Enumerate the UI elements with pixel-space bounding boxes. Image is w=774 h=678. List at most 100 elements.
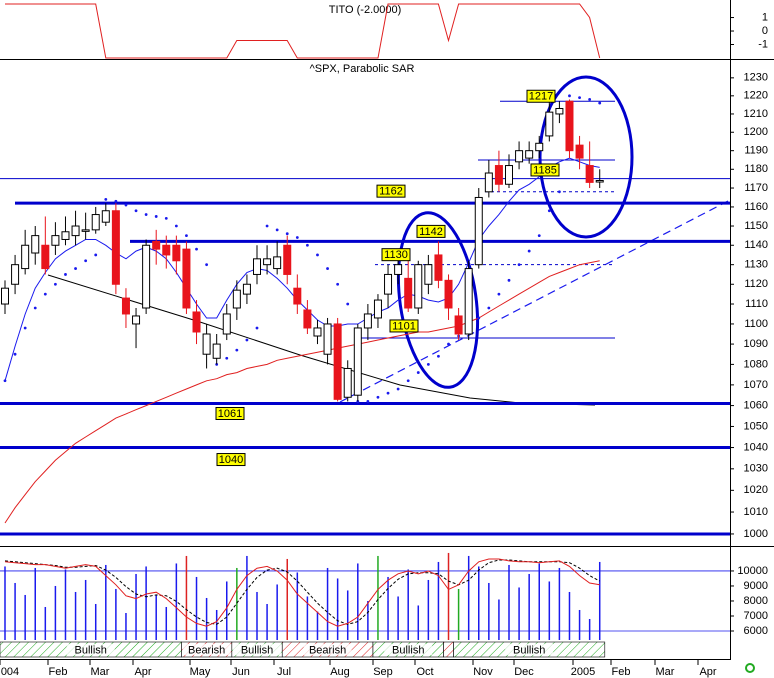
sar-dot <box>174 224 178 228</box>
candle-body <box>232 289 241 309</box>
candle-body <box>515 150 524 163</box>
status-icon <box>745 663 755 673</box>
sar-dot <box>33 306 37 310</box>
candle-body <box>484 172 493 193</box>
sar-dot <box>235 348 239 352</box>
sar-dot <box>326 267 329 270</box>
y-tick-label: 1120 <box>744 278 768 290</box>
sar-dot <box>84 259 88 263</box>
sar-dot <box>306 243 309 247</box>
sar-dot <box>507 278 511 282</box>
y-tick-label: 1000 <box>744 528 768 540</box>
sar-dot <box>537 234 541 238</box>
sar-dot <box>346 302 350 306</box>
candle-body <box>555 108 564 115</box>
trend-label-bg <box>384 644 433 655</box>
candle-body <box>142 244 151 309</box>
y-tick-label: -1 <box>758 38 768 50</box>
candle-body <box>11 264 20 285</box>
candle-body <box>494 165 503 185</box>
candle-body <box>313 327 322 337</box>
candle-body <box>111 210 120 285</box>
candle-body <box>202 333 211 355</box>
price-label-box <box>216 453 246 467</box>
candle-body <box>31 235 40 254</box>
sar-dot <box>588 98 592 101</box>
trend-label-bg <box>505 644 554 655</box>
sar-dot <box>416 371 420 374</box>
trend-line <box>339 199 730 403</box>
sar-dot <box>3 379 7 383</box>
trend-label: Bullish <box>392 644 424 656</box>
moving-average <box>4 260 600 524</box>
candle-body <box>41 244 50 270</box>
sar-dot <box>437 354 440 358</box>
candle-body <box>353 327 362 396</box>
x-tick-label: Aug <box>330 666 350 678</box>
candle-body <box>394 264 403 275</box>
sar-dot <box>124 203 128 207</box>
sar-dot <box>104 197 108 201</box>
candle-body <box>152 240 161 250</box>
candle-body <box>545 111 554 137</box>
price-label-box <box>389 319 419 333</box>
y-tick-label: 8000 <box>744 595 768 607</box>
candle-body <box>384 273 393 295</box>
y-tick-label: 7000 <box>744 610 768 622</box>
candle-body <box>303 309 312 329</box>
candle-body <box>182 248 191 309</box>
tito-title: TITO (-2.0000) <box>329 4 402 16</box>
trend-label-bg <box>66 644 115 655</box>
candle-body <box>525 150 534 159</box>
sar-dot <box>144 213 148 216</box>
tito-line <box>5 3 601 59</box>
sar-dot <box>366 400 370 403</box>
sar-dot <box>205 263 209 267</box>
sar-dot <box>23 326 27 330</box>
sar-dot <box>426 362 430 366</box>
candle-body <box>121 297 130 315</box>
price-label-box <box>381 248 411 262</box>
candle-body <box>61 231 70 240</box>
candle-body <box>535 142 544 152</box>
candle-body <box>253 258 261 275</box>
sar-dot <box>195 247 198 251</box>
x-tick-label: Oct <box>416 666 433 678</box>
sar-dot <box>154 215 158 218</box>
candle-body <box>363 313 372 329</box>
y-tick-label: 1090 <box>744 338 768 350</box>
sar-dot <box>275 228 279 232</box>
x-tick-label: Nov <box>473 666 493 678</box>
sar-dot <box>406 379 410 383</box>
candle-body <box>162 244 171 256</box>
price-label-box <box>215 406 245 420</box>
sar-dot <box>336 282 340 286</box>
candle-body <box>565 100 574 152</box>
highlight-ellipse <box>396 211 480 389</box>
price-label-box <box>416 224 446 238</box>
candle-body <box>273 256 282 270</box>
price-label: 1217 <box>529 91 553 103</box>
sar-dot <box>497 292 501 296</box>
sar-dot <box>386 391 390 395</box>
y-tick-label: 1130 <box>744 259 768 271</box>
x-tick-label: Mar <box>91 666 110 678</box>
x-tick-label: May <box>190 666 211 678</box>
trend-segment <box>443 641 454 658</box>
x-tick-label: Jul <box>277 666 291 678</box>
candle-body <box>444 279 453 309</box>
sar-dot <box>114 199 118 203</box>
y-tick-label: 1190 <box>744 145 768 157</box>
x-tick-label: Feb <box>612 666 631 678</box>
y-tick-label: 1110 <box>745 298 768 310</box>
sar-dot <box>396 387 400 391</box>
y-tick-label: 1080 <box>744 358 768 370</box>
x-tick-label: Apr <box>699 666 716 678</box>
y-tick-label: 1140 <box>744 239 768 251</box>
sar-dot <box>376 395 380 399</box>
sar-dot <box>74 267 77 270</box>
price-label-box <box>376 184 406 198</box>
y-tick-label: 6000 <box>744 625 768 637</box>
